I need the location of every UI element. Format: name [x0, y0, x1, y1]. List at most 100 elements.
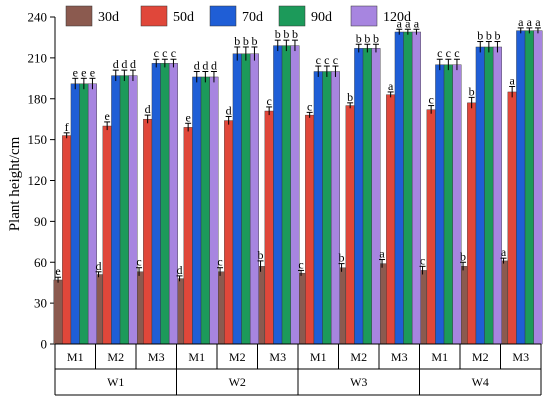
x-category-label: M2 [107, 350, 124, 364]
significance-label: c [324, 53, 329, 67]
y-tick-label: 150 [28, 132, 48, 147]
significance-label: a [397, 16, 403, 30]
bar-70d-9 [394, 31, 404, 345]
legend-swatch-120d [350, 5, 378, 27]
bar-50d-7 [305, 114, 315, 345]
bar-120d-10 [452, 64, 462, 345]
significance-label: b [292, 27, 298, 41]
x-group-label: W2 [229, 375, 246, 389]
significance-label: c [266, 94, 271, 108]
significance-label: b [339, 251, 345, 265]
significance-label: a [379, 247, 385, 261]
bar-120d-3 [168, 63, 178, 345]
bar-90d-12 [524, 30, 534, 345]
significance-label: c [136, 255, 141, 269]
bar-90d-6 [281, 45, 291, 345]
y-axis: 0 30 60 90 120 150 180 210 240 [28, 10, 56, 352]
legend-swatch-70d [209, 5, 237, 27]
significance-label: a [388, 79, 394, 93]
significance-label: e [81, 65, 86, 79]
significance-label: c [316, 53, 321, 67]
significance-label: b [486, 29, 492, 43]
significance-label: a [405, 16, 411, 30]
legend-label-30d: 30d [98, 10, 119, 25]
significance-label: c [307, 99, 312, 113]
significance-label: a [501, 245, 507, 259]
legend-swatch-90d [278, 5, 306, 27]
bar-70d-6 [273, 45, 283, 345]
bar-50d-5 [224, 120, 234, 345]
bar-120d-2 [128, 75, 138, 345]
legend-label-90d: 90d [311, 10, 332, 25]
bar-50d-12 [507, 91, 517, 345]
legend-label-50d: 50d [173, 10, 194, 25]
bar-50d-2 [102, 125, 112, 345]
bar-120d-8 [371, 48, 381, 345]
bar-70d-1 [70, 83, 80, 345]
significance-label: b [347, 90, 353, 104]
x-group-label: W4 [472, 375, 489, 389]
y-tick-label: 240 [28, 10, 48, 25]
x-axis: M1 M2 M3 M1 M2 M3 M1 M2 M3 M1 M2 M3 W1 W2 W3 W4 [54, 343, 542, 396]
significance-label: b [460, 249, 466, 263]
bar-70d-2 [111, 75, 121, 345]
bar-90d-4 [200, 76, 210, 345]
bar-50d-6 [264, 110, 274, 345]
significance-label: e [73, 65, 78, 79]
bar-90d-8 [362, 48, 372, 345]
bar-50d-1 [62, 135, 72, 345]
x-category-label: M1 [188, 350, 205, 364]
significance-label: a [527, 15, 533, 29]
y-tick-label: 30 [34, 296, 47, 311]
y-tick-label: 0 [41, 337, 48, 352]
significance-label: d [202, 59, 208, 73]
bar-series [53, 30, 543, 345]
bar-70d-8 [354, 48, 364, 345]
significance-label: b [275, 27, 281, 41]
significance-label: b [469, 84, 475, 98]
significance-label: c [446, 46, 451, 60]
bar-50d-3 [143, 118, 153, 345]
x-category-label: M1 [67, 350, 84, 364]
bar-120d-4 [209, 76, 219, 345]
significance-label: a [535, 15, 541, 29]
legend-label-70d: 70d [242, 10, 263, 25]
bar-120d-12 [533, 30, 543, 345]
bar-70d-7 [313, 71, 323, 345]
significance-label: b [243, 34, 249, 48]
significance-label: e [55, 264, 60, 278]
significance-label: b [251, 34, 257, 48]
significance-label: b [258, 248, 264, 262]
bar-120d-1 [87, 83, 97, 345]
significance-label: e [104, 109, 109, 123]
y-tick-label: 180 [28, 91, 48, 106]
bar-90d-5 [241, 53, 251, 345]
x-category-label: M1 [310, 350, 327, 364]
bar-120d-7 [330, 71, 340, 345]
significance-label: d [177, 263, 183, 277]
legend: 30d 50d 70d 90d 120d [65, 5, 411, 27]
significance-label: b [234, 34, 240, 48]
x-category-label: M2 [472, 350, 489, 364]
significance-label: c [154, 46, 159, 60]
bar-120d-11 [492, 46, 502, 345]
bar-120d-6 [290, 45, 300, 345]
significance-label: d [113, 57, 119, 71]
x-group-label: W1 [107, 375, 124, 389]
bar-70d-4 [192, 76, 202, 345]
significance-label: b [494, 29, 500, 43]
error-bars [55, 27, 541, 283]
legend-swatch-50d [140, 5, 168, 27]
x-category-label: M2 [350, 350, 367, 364]
significance-label: d [130, 57, 136, 71]
bar-90d-3 [160, 63, 170, 345]
significance-label: d [145, 102, 151, 116]
significance-label: a [509, 73, 515, 87]
bar-70d-5 [232, 53, 242, 345]
bar-90d-1 [79, 83, 89, 345]
significance-label: c [437, 46, 442, 60]
y-tick-label: 120 [28, 173, 48, 188]
bar-120d-9 [411, 31, 421, 345]
bar-50d-4 [183, 127, 193, 345]
